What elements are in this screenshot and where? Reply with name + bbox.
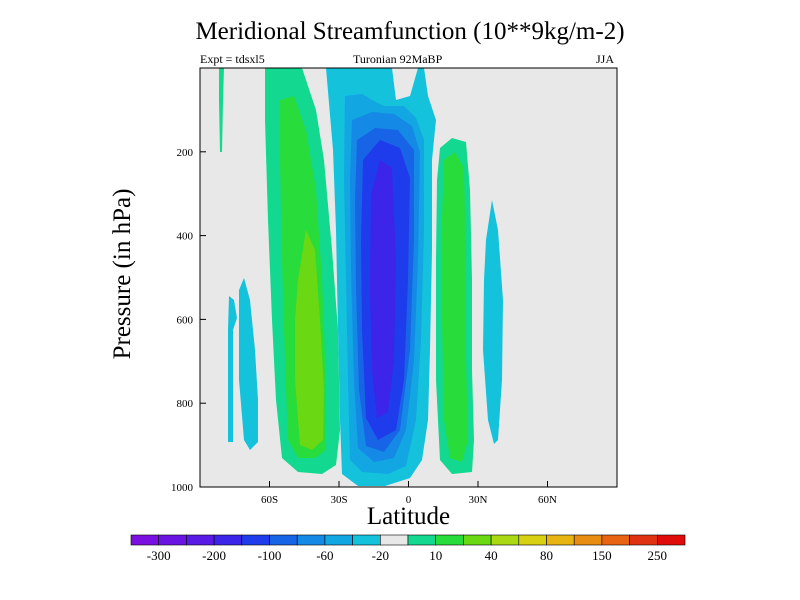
colorbar-swatch-11 (435, 534, 464, 546)
colorbar-swatch-4 (241, 534, 270, 546)
contour-pos-10-polar-streak (219, 68, 224, 152)
y-tick-label-0: 200 (177, 147, 194, 159)
colorbar-swatch-6 (296, 534, 326, 546)
colorbar-swatch-14 (518, 534, 547, 546)
x-axis-ticks: 60S 30S 0 30N 60N (261, 481, 557, 506)
colorbar-swatch-5 (269, 534, 298, 546)
colorbar-swatch-19 (656, 534, 686, 546)
colorbar-label-6: 40 (485, 548, 498, 563)
colorbar-label-9: 250 (648, 548, 668, 563)
chart-title: Meridional Streamfunction (10**9kg/m-2) (195, 18, 625, 45)
x-tick-label-3: 30N (469, 494, 488, 506)
colorbar-swatch-10 (407, 534, 437, 546)
colorbar-swatch-7 (324, 534, 353, 546)
colorbar-swatch-13 (490, 534, 520, 546)
colorbar-swatch-3 (213, 534, 243, 546)
x-axis-label: Latitude (366, 503, 451, 530)
colorbar-swatch-2 (186, 534, 215, 546)
y-tick-label-4: 1000 (171, 482, 194, 494)
colorbar-label-8: 150 (592, 548, 612, 563)
colorbar-label-5: 10 (429, 548, 442, 563)
colorbar-swatch-18 (629, 534, 658, 546)
y-tick-label-1: 400 (177, 231, 194, 243)
x-tick-label-2: 0 (406, 494, 412, 506)
colorbar-label-7: 80 (540, 548, 553, 563)
contour-neg-20-sh-b (239, 278, 258, 450)
colorbar-swatch-12 (463, 534, 492, 546)
y-tick-label-2: 600 (177, 314, 194, 326)
contour-neg-150-tropical-cell (370, 160, 396, 418)
colorbar-swatch-1 (158, 534, 187, 546)
contour-neg-20-nh (483, 200, 503, 444)
x-tick-label-1: 30S (330, 494, 347, 506)
y-axis-ticks: 200 400 600 800 1000 (171, 147, 206, 494)
colorbar-label-2: -100 (258, 548, 282, 563)
contour-pos-40-southern-cell (295, 230, 324, 450)
colorbar-label-0: -300 (147, 548, 171, 563)
colorbar-swatch-8 (352, 534, 381, 546)
colorbar-swatch-15 (546, 534, 575, 546)
x-tick-label-0: 60S (261, 494, 278, 506)
colorbar-swatch-16 (573, 534, 603, 546)
contour-pos-20-northern-cell (442, 152, 468, 462)
season-label: JJA (596, 52, 615, 66)
x-tick-label-4: 60N (538, 494, 557, 506)
colorbar-label-3: -60 (316, 548, 333, 563)
colorbar-swatch-0 (130, 534, 160, 546)
colorbar: -300 -200 -100 -60 -20 10 40 80 150 250 (130, 534, 686, 563)
colorbar-swatch-17 (601, 534, 630, 546)
y-tick-label-3: 800 (177, 398, 194, 410)
colorbar-swatch-9 (379, 534, 409, 546)
contour-neg-20-sh-a (228, 296, 237, 442)
period-label: Turonian 92MaBP (353, 52, 443, 66)
colorbar-label-1: -200 (202, 548, 226, 563)
colorbar-label-4: -20 (372, 548, 389, 563)
experiment-label: Expt = tdsxl5 (200, 52, 265, 66)
